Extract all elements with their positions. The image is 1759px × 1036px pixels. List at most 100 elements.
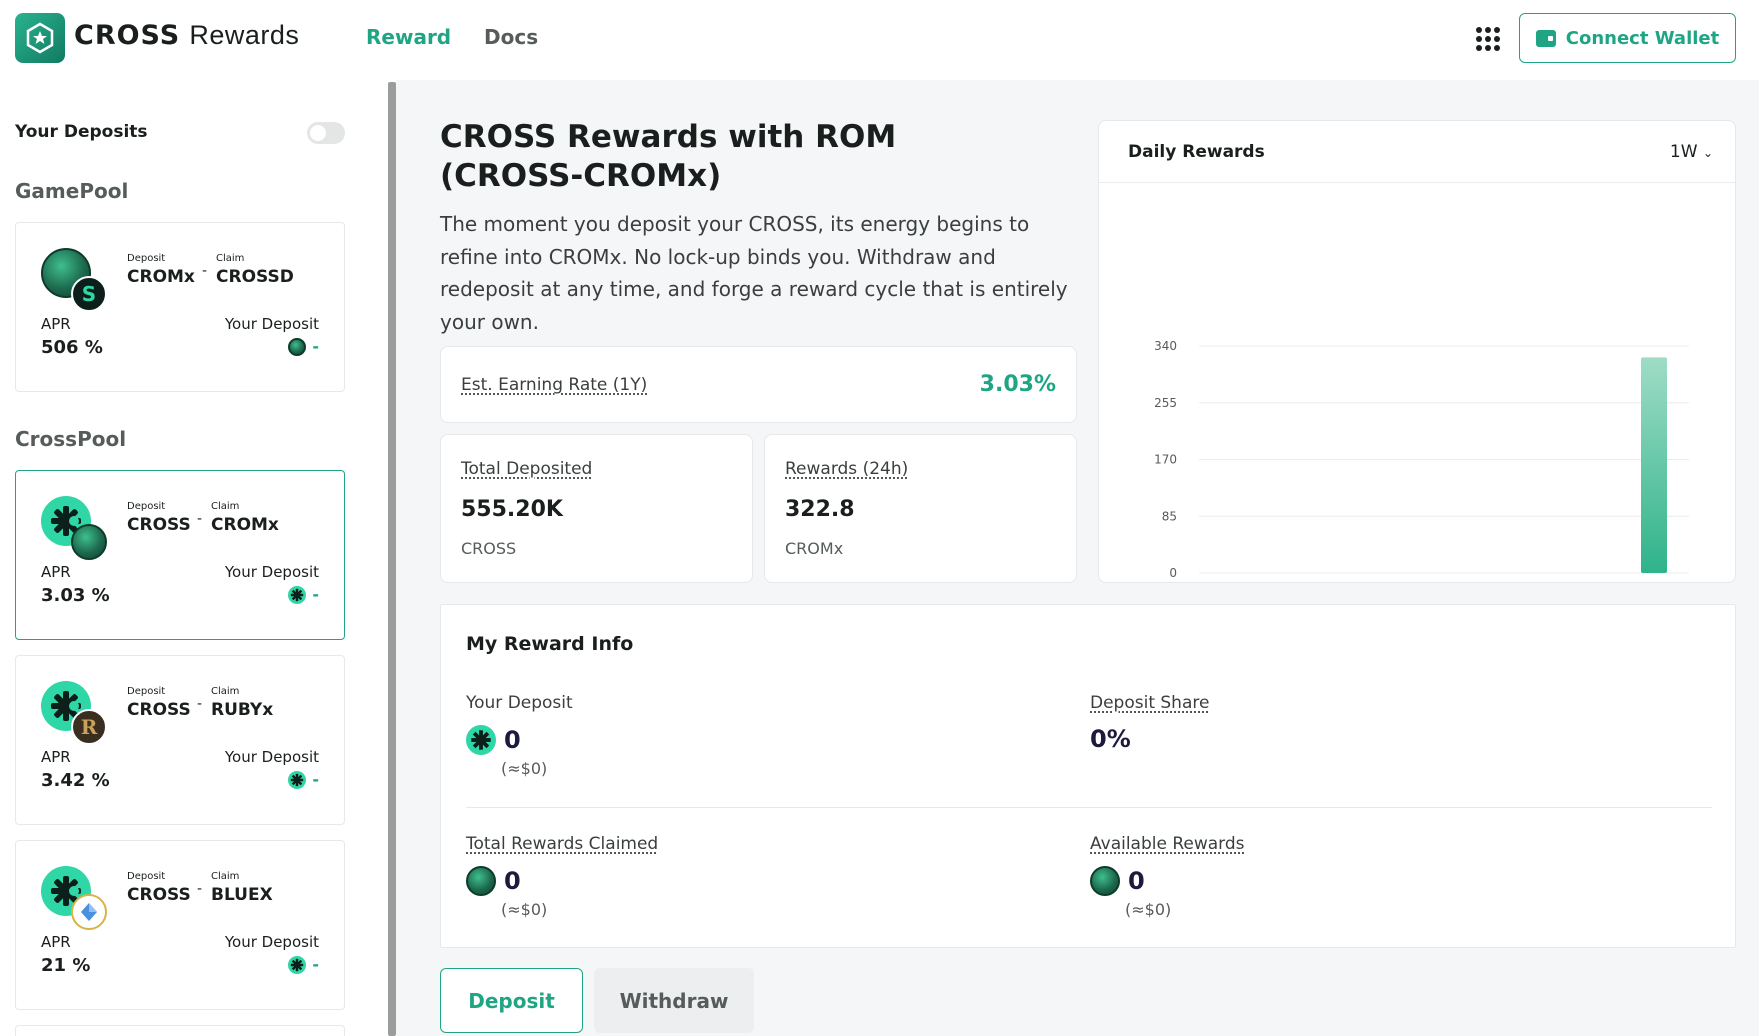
total-claimed-usd: (≈$0)	[501, 900, 548, 919]
deposit-token: CROMx	[127, 267, 195, 287]
cromx-coin-icon	[288, 337, 307, 356]
total-deposited-label[interactable]: Total Deposited	[461, 459, 593, 479]
nav-docs[interactable]: Docs	[484, 25, 539, 49]
y-tick-label: 85	[1162, 509, 1177, 523]
deposit-label: Deposit	[127, 871, 166, 882]
your-deposit-value: -	[288, 585, 319, 604]
cross-coin-icon	[288, 585, 307, 604]
gamepool-title: GamePool	[15, 179, 129, 203]
total-claimed-label[interactable]: Total Rewards Claimed	[466, 834, 659, 854]
total-deposited-card: Total Deposited 555.20K CROSS	[440, 434, 753, 583]
your-deposits-label: Your Deposits	[15, 122, 148, 142]
apr-label: APR	[41, 315, 71, 333]
your-deposit-label: Your Deposit	[224, 315, 319, 333]
your-deposit-amount: 0	[466, 725, 521, 755]
connect-wallet-label: Connect Wallet	[1565, 27, 1720, 49]
rewards-24h-card: Rewards (24h) 322.8 CROMx	[764, 434, 1077, 583]
total-deposited-unit: CROSS	[461, 539, 517, 558]
tab-withdraw[interactable]: Withdraw	[594, 968, 754, 1033]
deposit-share-value: 0%	[1090, 725, 1131, 753]
cromx-coin-icon	[1090, 866, 1120, 896]
deposit-token: CROSS	[127, 700, 191, 720]
your-deposit-value: -	[288, 337, 319, 356]
claim-token: CROMx	[211, 515, 279, 535]
apr-label: APR	[41, 748, 71, 766]
your-deposit-usd: (≈$0)	[501, 759, 548, 778]
earning-rate-label[interactable]: Est. Earning Rate (1Y)	[461, 375, 648, 395]
pool-card-partial[interactable]	[15, 1025, 345, 1036]
tab-deposit[interactable]: Deposit	[440, 968, 583, 1033]
my-reward-info-card: My Reward Info Your Deposit 0 (≈$0) Depo…	[440, 604, 1736, 948]
pool-card-cross-cromx[interactable]: Deposit Claim CROSS - CROMx APR 3.03 % Y…	[15, 470, 345, 640]
total-deposited-value: 555.20K	[461, 497, 563, 522]
available-rewards-label[interactable]: Available Rewards	[1090, 834, 1245, 854]
connect-wallet-button[interactable]: Connect Wallet	[1519, 13, 1736, 63]
bluex-coin-icon	[71, 894, 107, 930]
claim-token: CROSSD	[216, 267, 294, 287]
deposit-token: CROSS	[127, 515, 191, 535]
page-title: CROSS Rewards with ROM (CROSS-CROMx)	[440, 119, 897, 194]
your-deposits-toggle[interactable]	[307, 122, 345, 144]
pool-token-icons	[41, 866, 113, 930]
nav-reward[interactable]: Reward	[366, 25, 452, 49]
claim-label: Claim	[211, 686, 240, 697]
pool-card-cross-bluex[interactable]: Deposit Claim CROSS - BLUEX APR 21 % You…	[15, 840, 345, 1010]
crossd-coin-icon: S	[71, 276, 107, 312]
your-deposit-label: Your Deposit	[224, 563, 319, 581]
claim-label: Claim	[211, 871, 240, 882]
cross-coin-icon	[288, 955, 307, 974]
y-tick-label: 340	[1154, 339, 1177, 353]
deposit-token: CROSS	[127, 885, 191, 905]
deposit-share-label[interactable]: Deposit Share	[1090, 693, 1210, 713]
apr-value: 3.03 %	[41, 585, 110, 606]
token-separator: -	[197, 696, 203, 712]
apps-grid-icon[interactable]	[1476, 27, 1500, 51]
cromx-coin-icon	[71, 524, 107, 560]
your-deposit-value: -	[288, 770, 319, 789]
your-deposit-value: -	[288, 955, 319, 974]
pool-token-icons: S	[41, 248, 113, 312]
cross-coin-icon	[288, 770, 307, 789]
crosspool-title: CrossPool	[15, 427, 127, 451]
cross-coin-icon	[466, 725, 496, 755]
y-tick-label: 0	[1169, 566, 1177, 580]
rubyx-coin-icon: R	[71, 709, 107, 745]
apr-value: 506 %	[41, 337, 103, 358]
reward-info-divider	[466, 807, 1712, 808]
total-claimed-amount: 0	[466, 866, 521, 896]
pool-card-cross-rubyx[interactable]: R Deposit Claim CROSS - RUBYx APR 3.42 %…	[15, 655, 345, 825]
pool-token-icons	[41, 496, 113, 560]
cross-logo-icon[interactable]	[15, 13, 65, 63]
bar-04-01[interactable]	[1641, 357, 1667, 573]
deposit-label: Deposit	[127, 501, 166, 512]
available-rewards-usd: (≈$0)	[1125, 900, 1172, 919]
deposit-label: Deposit	[127, 686, 166, 697]
rewards-24h-label[interactable]: Rewards (24h)	[785, 459, 909, 479]
your-deposit-label: Your Deposit	[224, 933, 319, 951]
pool-card-cromx-crossd[interactable]: S Deposit Claim CROMx - CROSSD APR 506 %…	[15, 222, 345, 392]
token-separator: -	[197, 511, 203, 527]
apr-label: APR	[41, 933, 71, 951]
chevron-down-icon: ⌄	[1702, 146, 1713, 160]
claim-label: Claim	[216, 253, 245, 264]
earning-rate-value: 3.03%	[979, 372, 1056, 397]
pool-token-icons: R	[41, 681, 113, 745]
earning-rate-card: Est. Earning Rate (1Y) 3.03%	[440, 346, 1077, 423]
sidebar-scrollbar[interactable]	[388, 82, 396, 1036]
available-rewards-amount: 0	[1090, 866, 1145, 896]
range-select[interactable]: 1W ⌄	[1669, 142, 1713, 162]
deposit-label: Deposit	[127, 253, 166, 264]
y-tick-label: 255	[1154, 396, 1177, 410]
token-separator: -	[202, 263, 208, 279]
claim-label: Claim	[211, 501, 240, 512]
your-deposit-label: Your Deposit	[466, 693, 573, 713]
claim-token: BLUEX	[211, 885, 273, 905]
chart-divider	[1099, 182, 1735, 183]
brand-title[interactable]: CROSS Rewards	[74, 20, 300, 51]
your-deposit-label: Your Deposit	[224, 748, 319, 766]
top-header: CROSS Rewards Reward Docs Connect Wallet	[0, 0, 1759, 80]
wallet-icon	[1535, 29, 1556, 47]
rewards-24h-unit: CROMx	[785, 539, 844, 558]
